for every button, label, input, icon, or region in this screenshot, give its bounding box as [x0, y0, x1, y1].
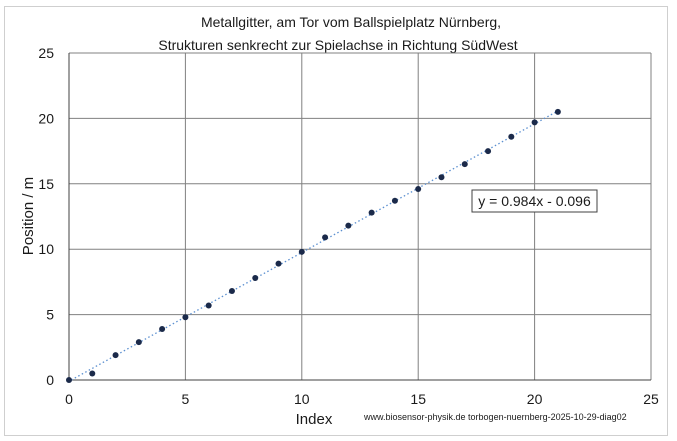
data-point: [205, 302, 212, 309]
x-tick-label: 15: [410, 391, 426, 407]
data-point: [415, 186, 422, 193]
x-tick-label: 0: [65, 391, 73, 407]
data-point: [112, 352, 119, 359]
data-point: [531, 119, 538, 126]
credit-text: www.biosensor-physik.de torbogen-nuernbe…: [363, 412, 627, 422]
data-point: [89, 370, 96, 377]
data-point: [485, 148, 492, 155]
y-tick-label: 0: [46, 372, 54, 388]
y-tick-label: 25: [38, 45, 54, 61]
x-tick-label: 10: [294, 391, 310, 407]
gridlines: [69, 52, 652, 380]
x-tick-label: 20: [527, 391, 543, 407]
data-point: [298, 248, 305, 255]
data-point: [135, 339, 142, 346]
trendline: [70, 110, 559, 381]
data-point: [275, 260, 282, 267]
data-point: [345, 222, 352, 229]
data-point: [391, 197, 398, 204]
equation-box: y = 0.984x - 0.096: [471, 189, 598, 213]
chart-title-line-2: Strukturen senkrecht zur Spielachse in R…: [158, 37, 517, 53]
data-points: [66, 108, 561, 383]
y-axis-label: Position / m: [20, 177, 37, 255]
trendline-group: [70, 110, 559, 381]
data-point: [554, 108, 561, 115]
y-tick-label: 5: [46, 307, 54, 323]
y-tick-label: 10: [38, 241, 54, 257]
chart-title-line-1: Metallgitter, am Tor vom Ballspielplatz …: [201, 14, 501, 30]
equation-box-border: [471, 189, 598, 213]
y-tick-label: 20: [38, 110, 54, 126]
data-point: [182, 314, 189, 321]
data-point: [508, 133, 515, 140]
data-point: [228, 288, 235, 295]
x-tick-label: 25: [643, 391, 659, 407]
x-axis-label: Index: [296, 411, 333, 428]
data-point: [159, 325, 166, 332]
axes: [68, 53, 651, 381]
data-point: [461, 161, 468, 168]
data-point: [438, 174, 445, 181]
x-tick-labels: 0 5 10 15 20 25: [65, 391, 659, 407]
data-point: [252, 274, 259, 281]
chart-frame: [4, 6, 668, 436]
y-tick-labels: 0 5 10 15 20 25: [38, 45, 54, 388]
x-tick-label: 5: [182, 391, 190, 407]
data-point: [368, 209, 375, 216]
trendline-equation: y = 0.984x - 0.096: [478, 193, 591, 209]
y-tick-label: 15: [38, 176, 54, 192]
data-point: [66, 377, 72, 383]
data-point: [322, 234, 329, 241]
